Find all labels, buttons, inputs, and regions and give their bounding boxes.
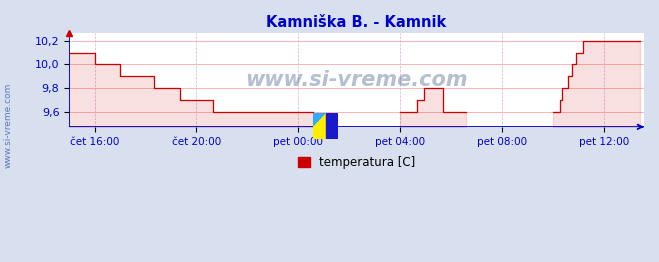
Text: www.si-vreme.com: www.si-vreme.com <box>245 70 468 90</box>
Legend: temperatura [C]: temperatura [C] <box>293 151 420 174</box>
Polygon shape <box>326 113 338 139</box>
Polygon shape <box>313 113 326 126</box>
Text: www.si-vreme.com: www.si-vreme.com <box>3 83 13 168</box>
Title: Kamniška B. - Kamnik: Kamniška B. - Kamnik <box>266 15 447 30</box>
